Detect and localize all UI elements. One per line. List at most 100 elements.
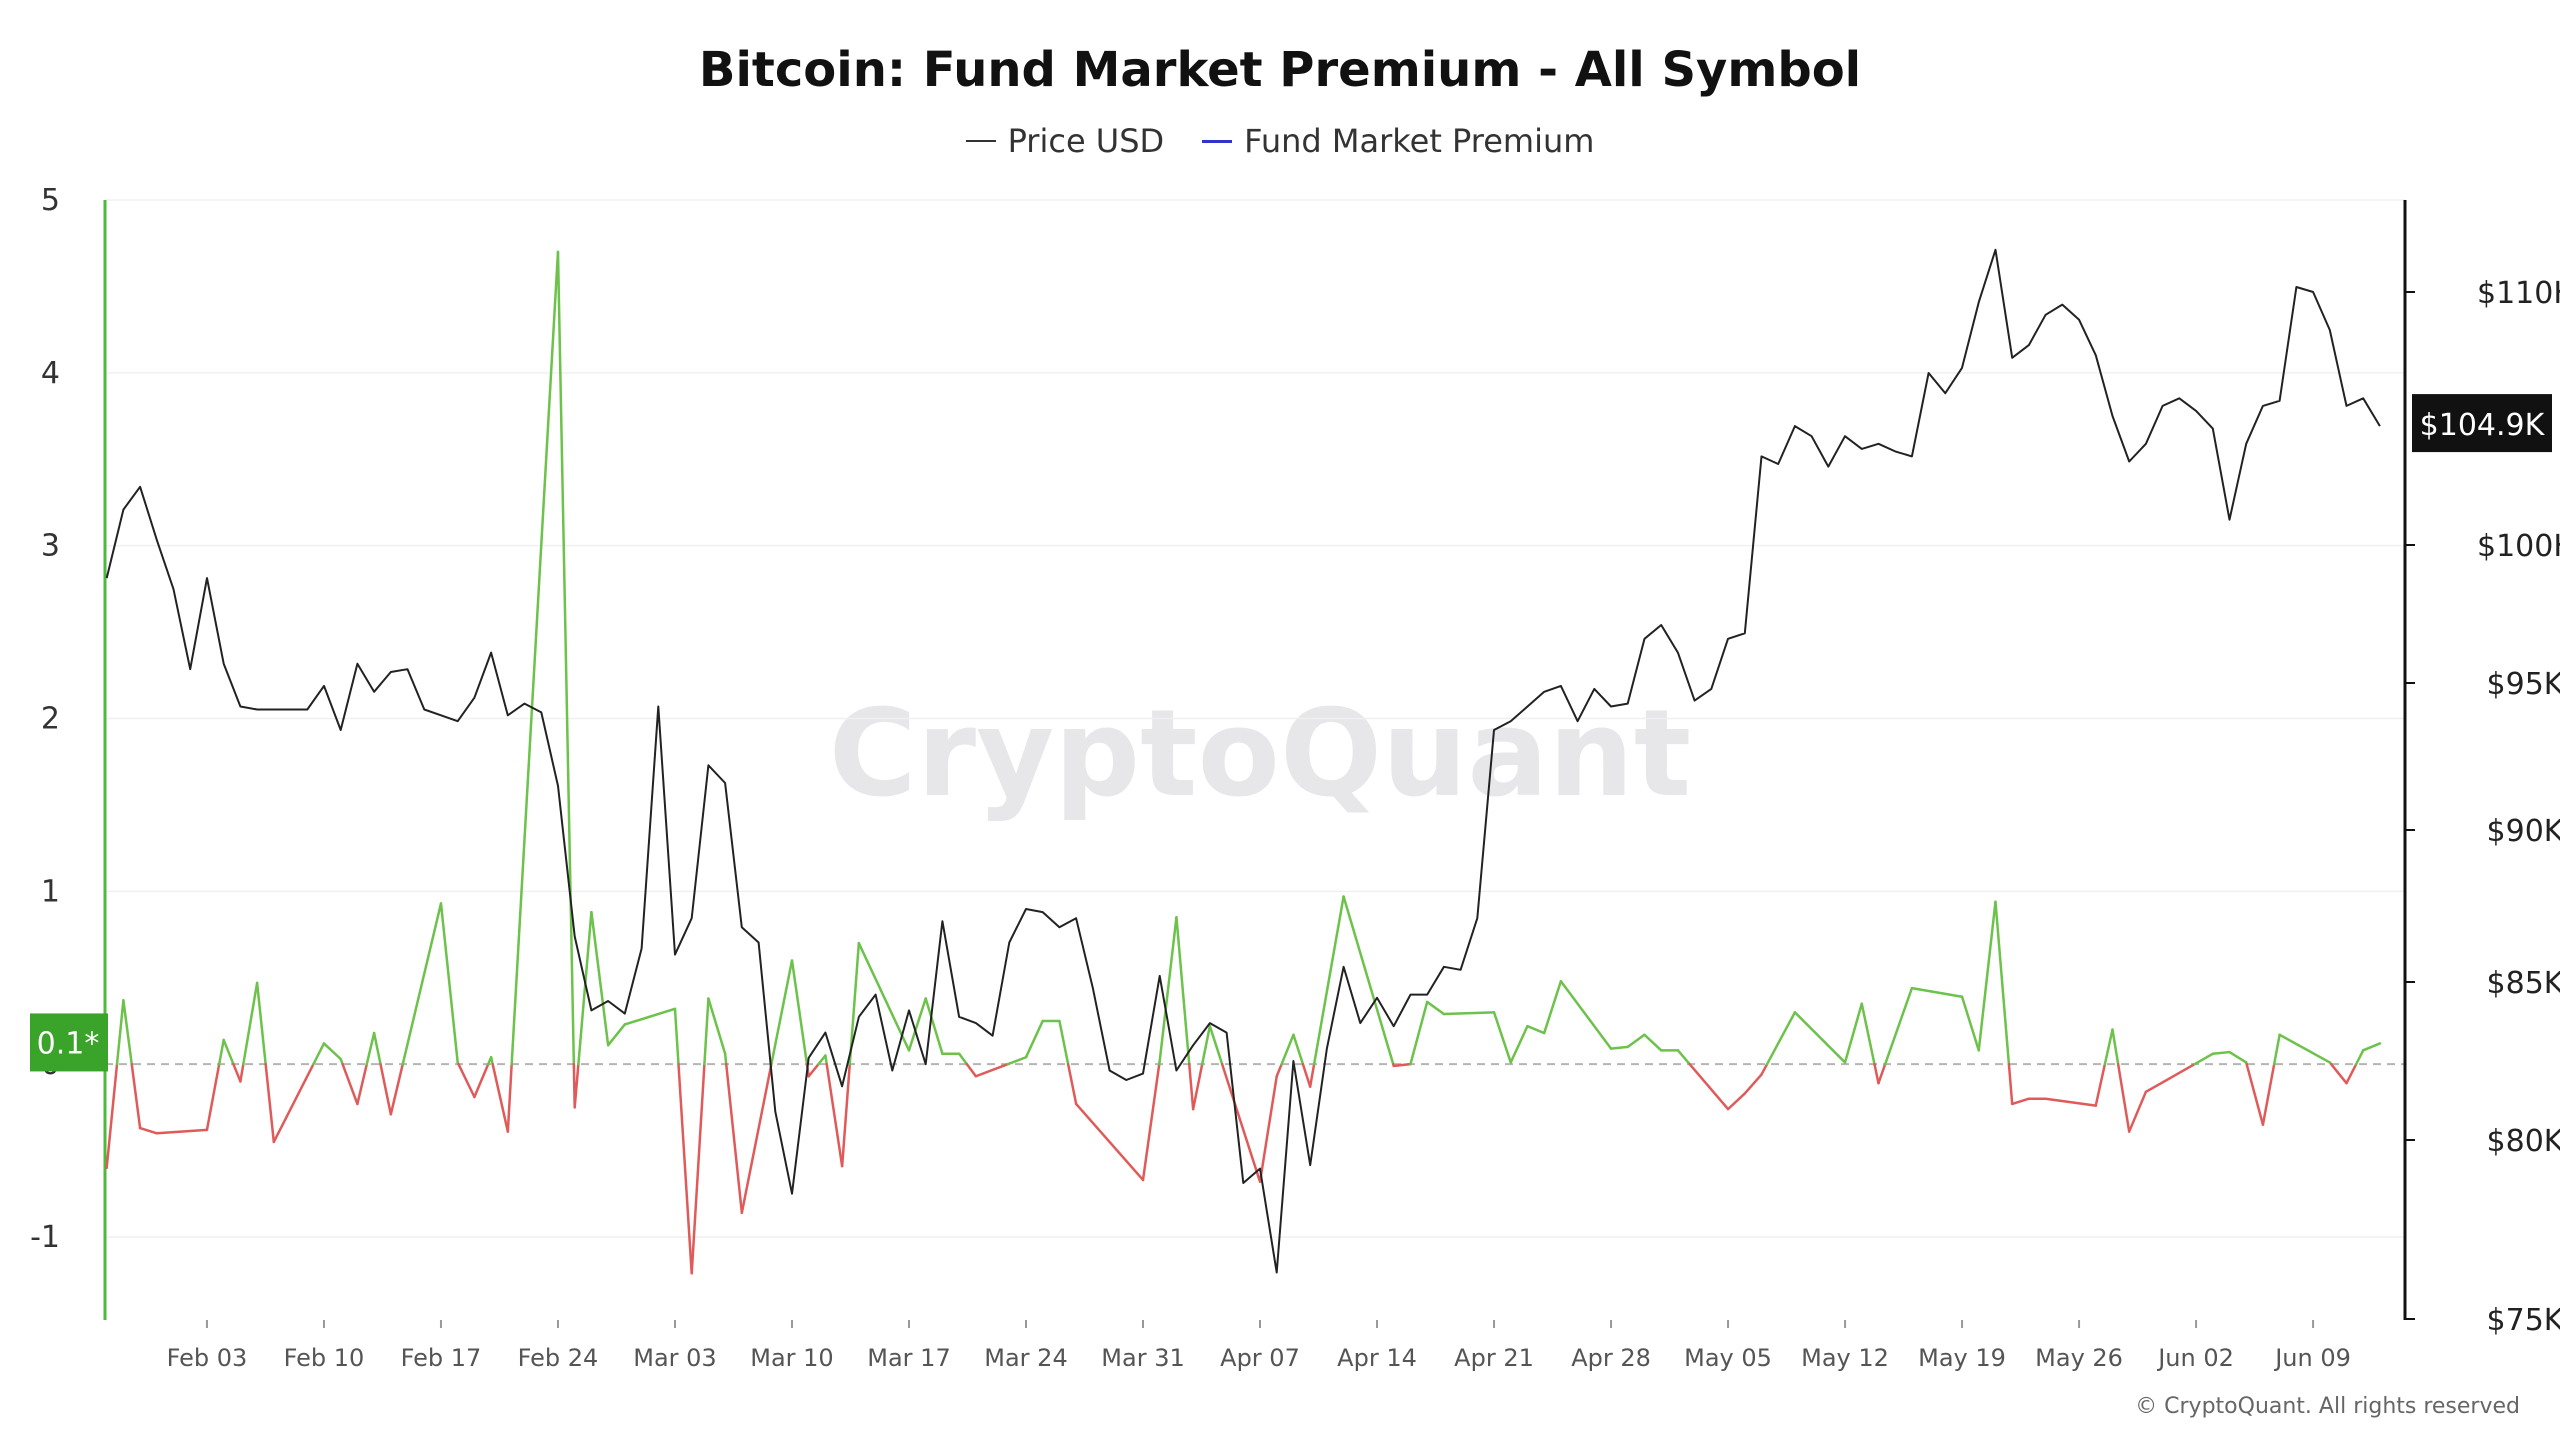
premium-segment bbox=[312, 1042, 326, 1066]
x-tick-label: Feb 03 bbox=[167, 1344, 248, 1372]
premium-segment bbox=[573, 1062, 580, 1109]
x-tick-label: Apr 28 bbox=[1571, 1344, 1651, 1372]
right-tick-label: $100K bbox=[2477, 529, 2560, 564]
premium-segment bbox=[255, 981, 267, 1066]
premium-segment bbox=[1626, 1033, 1646, 1049]
premium-segment bbox=[1883, 986, 1914, 1066]
price-series bbox=[105, 248, 2381, 1274]
legend-swatch-premium bbox=[1202, 139, 1233, 143]
premium-segment bbox=[1141, 1062, 1161, 1182]
premium-segment bbox=[924, 997, 944, 1056]
premium-segment bbox=[623, 1007, 677, 1026]
premium-segment bbox=[491, 1062, 510, 1133]
premium-segment bbox=[840, 1062, 852, 1168]
premium-segment bbox=[1877, 1062, 1887, 1085]
premium-segment bbox=[673, 1007, 680, 1066]
premium-segment bbox=[1158, 916, 1178, 1062]
price-badge-label: $104.9K bbox=[2420, 408, 2546, 443]
premium-segment bbox=[341, 1062, 359, 1106]
right-axis-ticks: $110K $100K $95K $90K $85K $80K $75K bbox=[2405, 276, 2560, 1338]
legend-label-price: Price USD bbox=[1007, 122, 1165, 160]
premium-segment bbox=[1392, 1062, 1412, 1068]
premium-segment bbox=[205, 1062, 221, 1132]
price-badge bbox=[2412, 394, 2552, 453]
premium-segment bbox=[724, 1062, 744, 1215]
premium-segment bbox=[239, 1062, 245, 1083]
premium-segment bbox=[138, 1126, 159, 1135]
premium-segment bbox=[1643, 1033, 1663, 1052]
premium-segment bbox=[379, 1062, 393, 1116]
premium-segment bbox=[1526, 1024, 1546, 1035]
premium-segment bbox=[272, 1062, 315, 1144]
x-tick-label: May 05 bbox=[1684, 1344, 1772, 1372]
premium-segment bbox=[2116, 1062, 2131, 1133]
premium-segment bbox=[1542, 979, 1563, 1035]
premium-segment bbox=[2094, 1062, 2107, 1107]
left-tick-label: 1 bbox=[41, 874, 60, 909]
premium-segment bbox=[217, 1038, 225, 1066]
premium-segment bbox=[965, 1062, 978, 1078]
x-tick-label: Feb 24 bbox=[518, 1344, 599, 1372]
gridlines bbox=[105, 199, 2405, 1238]
premium-segment bbox=[1292, 1033, 1305, 1066]
premium-segment bbox=[155, 1128, 209, 1135]
premium-segment bbox=[506, 1062, 513, 1133]
premium-segment bbox=[2361, 1042, 2382, 1052]
right-tick-label: $95K bbox=[2487, 667, 2560, 702]
x-tick-label: Mar 31 bbox=[1101, 1344, 1184, 1372]
premium-segment bbox=[473, 1062, 490, 1099]
premium-segment bbox=[974, 1062, 1010, 1078]
premium-segment bbox=[825, 1062, 844, 1168]
x-tick-label: Mar 10 bbox=[750, 1344, 833, 1372]
premium-segment bbox=[1425, 1000, 1446, 1016]
premium-segment bbox=[2228, 1050, 2248, 1064]
right-tick-label: $85K bbox=[2487, 966, 2560, 1001]
legend-item-premium[interactable]: Fund Market Premium bbox=[1202, 122, 1594, 160]
price-line bbox=[105, 248, 2381, 1274]
x-tick-label: May 19 bbox=[1918, 1344, 2006, 1372]
premium-segment bbox=[2127, 1090, 2148, 1133]
premium-segment bbox=[824, 1054, 828, 1066]
premium-segment bbox=[2010, 1097, 2031, 1106]
x-tick-label: Apr 14 bbox=[1337, 1344, 1417, 1372]
premium-segment bbox=[1843, 1002, 1864, 1064]
premium-segment bbox=[723, 1052, 728, 1066]
premium-segment bbox=[677, 1062, 693, 1275]
premium-segment bbox=[1509, 1024, 1529, 1064]
right-tick-label: $110K bbox=[2477, 276, 2560, 311]
premium-segment bbox=[356, 1062, 369, 1106]
legend-label-premium: Fund Market Premium bbox=[1244, 122, 1595, 160]
x-tick-label: Mar 17 bbox=[867, 1344, 950, 1372]
premium-segment bbox=[2211, 1050, 2231, 1056]
premium-segment bbox=[2007, 1062, 2014, 1106]
premium-segment bbox=[122, 998, 133, 1066]
chart-title: Bitcoin: Fund Market Premium - All Symbo… bbox=[698, 42, 1862, 98]
copyright-text: © CryptoQuant. All rights reserved bbox=[2135, 1394, 2520, 1419]
premium-segment bbox=[1024, 1019, 1044, 1059]
premium-segment bbox=[389, 1062, 404, 1116]
premium-segment bbox=[590, 910, 610, 1047]
premium-segment bbox=[1910, 986, 1964, 999]
premium-segment bbox=[1760, 1062, 1769, 1076]
premium-segment bbox=[1765, 1011, 1797, 1066]
premium-segment bbox=[556, 250, 576, 1066]
x-tick-label: Apr 07 bbox=[1220, 1344, 1300, 1372]
premium-segment bbox=[232, 1062, 242, 1083]
premium-segment bbox=[2261, 1062, 2276, 1126]
premium-segment bbox=[1208, 1024, 1224, 1066]
premium-segment bbox=[2245, 1062, 2265, 1126]
premium-segment bbox=[1258, 1075, 1278, 1183]
premium-segment bbox=[105, 1062, 119, 1170]
premium-segment bbox=[1409, 1000, 1429, 1066]
premium-segment bbox=[606, 1023, 627, 1047]
premium-segment bbox=[2354, 1049, 2365, 1066]
premium-segment bbox=[1977, 900, 1997, 1052]
x-tick-label: May 26 bbox=[2035, 1344, 2123, 1372]
left-axis-ticks: 543210-1 bbox=[30, 183, 60, 1255]
legend-item-price[interactable]: Price USD bbox=[965, 122, 1165, 160]
premium-segment bbox=[857, 941, 911, 1052]
premium-segment bbox=[2272, 1033, 2281, 1066]
premium-segment bbox=[807, 1062, 820, 1078]
premium-segment bbox=[457, 1062, 476, 1099]
premium-segment bbox=[1074, 1102, 1145, 1182]
